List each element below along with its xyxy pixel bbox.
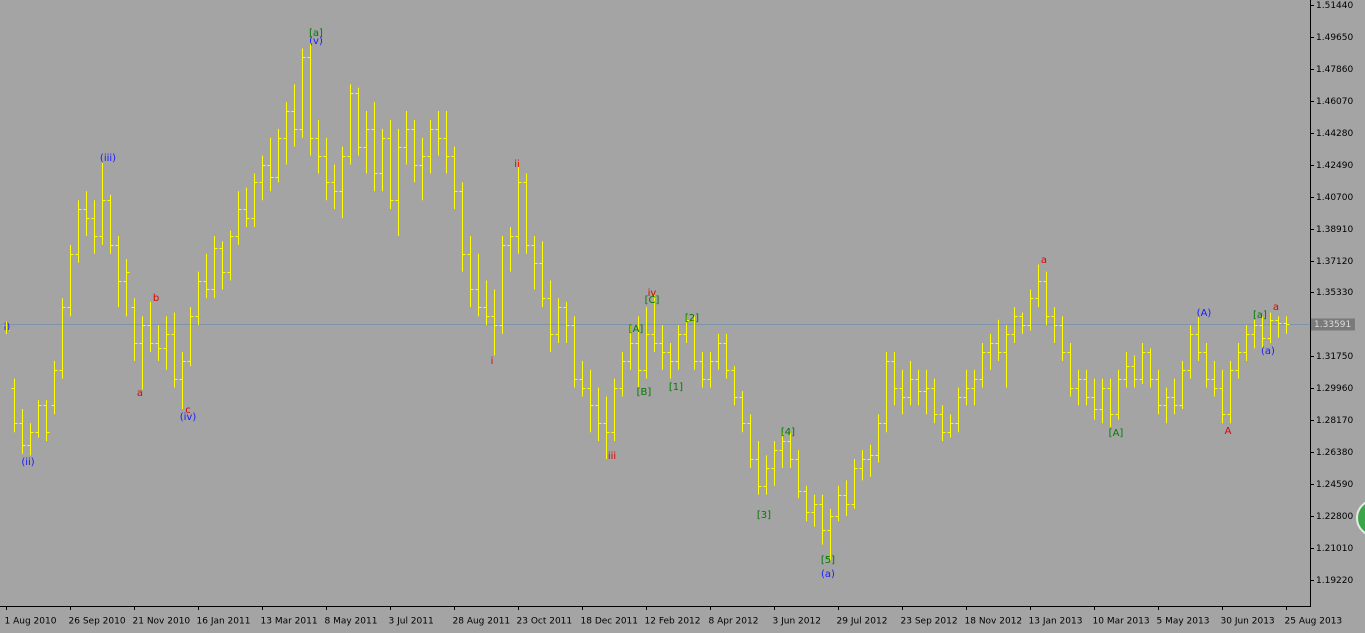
price-box: [1311, 318, 1355, 331]
wave-label: a: [1273, 302, 1279, 313]
x-tick-label: 1 Aug 2010: [5, 617, 57, 627]
x-tick-label: 21 Nov 2010: [133, 617, 191, 627]
wave-label: iv: [648, 288, 657, 299]
y-tick-label: 1.21010: [1316, 544, 1353, 554]
y-tick-label: 1.28170: [1316, 416, 1353, 426]
wave-label: i): [4, 322, 11, 333]
side-button[interactable]: [1356, 500, 1365, 536]
x-tick-label: 23 Oct 2011: [517, 617, 573, 627]
wave-label: [a]: [309, 28, 323, 39]
y-tick-label: 1.38910: [1316, 225, 1353, 235]
x-tick-label: 25 Aug 2013: [1285, 617, 1343, 627]
y-tick-label: 1.49650: [1316, 33, 1353, 43]
y-tick-label: 1.44280: [1316, 129, 1353, 139]
x-tick-label: 8 May 2011: [325, 617, 378, 627]
wave-label: A: [1225, 426, 1232, 437]
wave-label: ii: [514, 159, 520, 170]
wave-label: (iv): [180, 412, 197, 423]
x-tick-label: 8 Apr 2012: [709, 617, 759, 627]
wave-label: (iii): [100, 153, 116, 164]
wave-label: [B]: [637, 387, 652, 398]
x-tick-label: 13 Mar 2011: [261, 617, 318, 627]
wave-label: [A]: [629, 324, 644, 335]
x-tick-label: 18 Nov 2012: [965, 617, 1023, 627]
x-tick-label: 29 Jul 2012: [837, 617, 888, 627]
wave-label: [5]: [821, 555, 835, 566]
wave-label: iii: [608, 451, 616, 462]
x-tick-label: 12 Feb 2012: [645, 617, 701, 627]
x-tick-label: 3 Jun 2012: [773, 617, 821, 627]
y-tick-label: 1.46070: [1316, 97, 1353, 107]
x-tick-label: 18 Dec 2011: [581, 617, 639, 627]
y-tick-label: 1.31750: [1316, 352, 1353, 362]
wave-label: c: [185, 405, 191, 416]
wave-label: [2]: [685, 313, 699, 324]
wave-label: (ii): [21, 457, 34, 468]
y-tick-label: 1.37120: [1316, 257, 1353, 267]
x-tick-label: 30 Jun 2013: [1221, 617, 1275, 627]
y-tick-label: 1.47860: [1316, 65, 1353, 75]
y-tick-label: 1.29960: [1316, 384, 1353, 394]
y-tick-label: 1.51440: [1316, 1, 1353, 11]
x-tick-label: 13 Jan 2013: [1029, 617, 1083, 627]
wave-label: (a): [821, 569, 835, 580]
wave-label: i: [491, 356, 494, 367]
wave-label: [1]: [669, 382, 683, 393]
wave-label: [4]: [781, 427, 795, 438]
y-tick-label: 1.22800: [1316, 512, 1353, 522]
wave-label: [C]: [645, 295, 660, 306]
y-tick-label: 1.35330: [1316, 288, 1353, 298]
wave-label: (A): [1197, 308, 1212, 319]
wave-label: a: [1041, 255, 1047, 266]
wave-label: [A]: [1109, 428, 1124, 439]
x-tick-label: 5 May 2013: [1157, 617, 1210, 627]
wave-label: [a]: [1253, 310, 1267, 321]
x-tick-label: 23 Sep 2012: [901, 617, 958, 627]
y-tick-label: 1.26380: [1316, 448, 1353, 458]
x-tick-label: 10 Mar 2013: [1093, 617, 1150, 627]
x-tick-label: 28 Aug 2011: [453, 617, 511, 627]
y-tick-label: 1.24590: [1316, 480, 1353, 490]
wave-label: (a): [1261, 346, 1275, 357]
wave-label: (v): [309, 36, 323, 47]
y-tick-label: 1.19220: [1316, 576, 1353, 586]
x-tick-label: 26 Sep 2010: [69, 617, 126, 627]
x-tick-label: 16 Jan 2011: [197, 617, 251, 627]
wave-label: b: [153, 293, 159, 304]
bars: [3, 41, 1290, 561]
wave-label: [3]: [757, 510, 771, 521]
x-tick-label: 3 Jul 2011: [389, 617, 434, 627]
price-label: 1.33591: [1314, 320, 1351, 330]
wave-label: a: [137, 388, 143, 399]
y-tick-label: 1.40700: [1316, 193, 1353, 203]
y-tick-label: 1.42490: [1316, 161, 1353, 171]
